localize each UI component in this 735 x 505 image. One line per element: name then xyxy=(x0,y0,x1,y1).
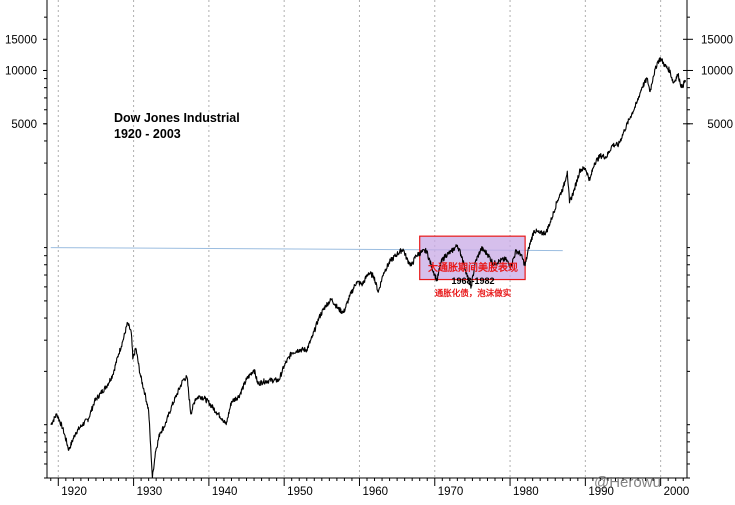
annotation-period: 1968-1982 xyxy=(451,276,495,286)
series-line xyxy=(50,57,687,479)
y-tick-label-left: 15000 xyxy=(5,34,37,46)
y-tick-label-left: 5000 xyxy=(11,119,37,131)
x-tick-label: 1970 xyxy=(438,486,464,498)
x-tick-label: 1960 xyxy=(362,486,388,498)
annotation-note: 通胀化债，泡沫做实 xyxy=(434,288,512,298)
x-tick-label: 2000 xyxy=(664,486,690,498)
watermark: @Herowu xyxy=(594,474,661,491)
x-tick-label: 1930 xyxy=(137,486,163,498)
series-layer xyxy=(50,57,687,479)
x-tick-label: 1920 xyxy=(61,486,87,498)
axis-layer: 1920 1930 1940 1950 1960 1970 1980 1990 2000 1500… xyxy=(5,0,733,498)
grid-layer xyxy=(57,0,662,478)
x-tick-label: 1950 xyxy=(287,486,313,498)
chart-title: Dow Jones Industrial xyxy=(114,111,240,125)
y-tick-label-right: 15000 xyxy=(701,34,733,46)
y-tick-label-left: 10000 xyxy=(5,65,37,77)
x-tick-label: 1940 xyxy=(212,486,238,498)
chart-title-block: Dow Jones Industrial 1920 - 2003 xyxy=(114,110,240,142)
y-tick-label-right: 5000 xyxy=(707,119,733,131)
annotation-title: 大通胀期间美股表现 xyxy=(428,263,518,274)
chart-subtitle: 1920 - 2003 xyxy=(114,127,181,141)
x-tick-label: 1990 xyxy=(588,486,614,498)
annotation-block: 大通胀期间美股表现 1968-1982 通胀化债，泡沫做实 xyxy=(408,263,538,299)
y-tick-label-right: 10000 xyxy=(701,65,733,77)
x-tick-label: 1980 xyxy=(513,486,539,498)
